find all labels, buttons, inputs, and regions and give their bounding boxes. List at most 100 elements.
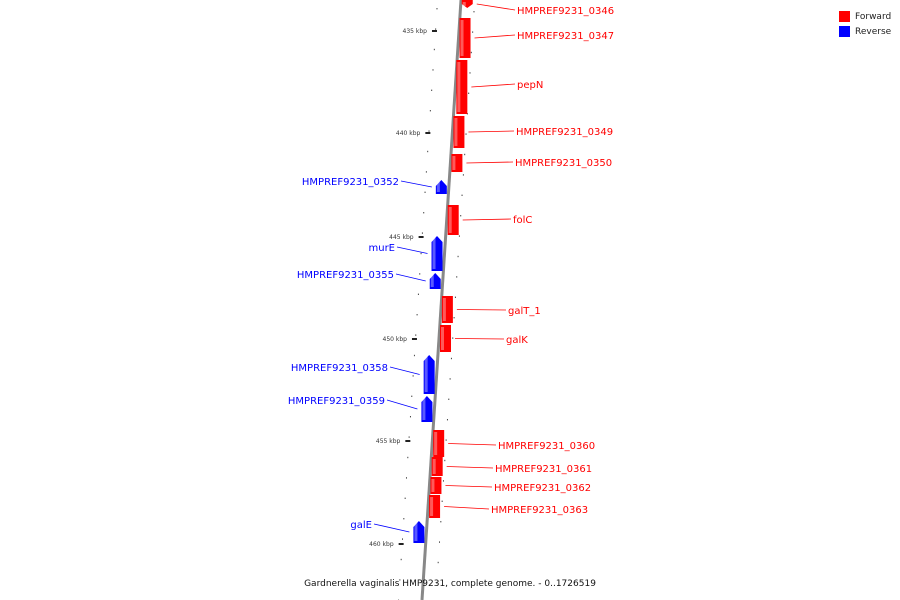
minor-tick: [445, 439, 447, 441]
gene-hmpref9231-0355: HMPREF9231_0355: [297, 270, 441, 289]
gene-folc: folC: [447, 205, 532, 235]
gene-label: HMPREF9231_0359: [288, 396, 385, 407]
minor-tick: [448, 398, 450, 400]
gene-highlight: [442, 298, 446, 321]
leader-line: [445, 485, 493, 488]
gene-highlight: [432, 459, 436, 474]
minor-tick: [415, 334, 417, 336]
genome-caption: Gardnerella vaginalis HMP9231, complete …: [304, 579, 596, 589]
minor-tick: [407, 456, 409, 459]
minor-tick: [402, 538, 404, 540]
gene-highlight: [424, 357, 428, 392]
gene-highlight: [462, 2, 466, 6]
minor-tick: [453, 317, 455, 319]
scale-tick: [425, 132, 431, 134]
minor-tick: [464, 153, 466, 156]
gene-galk: galK: [439, 325, 528, 352]
gene-highlight: [454, 118, 458, 146]
gene-block: [413, 521, 425, 543]
gene-highlight: [414, 523, 418, 541]
leader-line: [454, 338, 505, 340]
minor-tick: [469, 72, 471, 74]
minor-tick: [441, 500, 443, 502]
legend-swatch-reverse: [839, 26, 850, 37]
minor-tick: [461, 194, 463, 196]
gene-hmpref9231-0350: HMPREF9231_0350: [451, 154, 612, 172]
minor-tick: [466, 113, 468, 115]
gene-label: HMPREF9231_0363: [491, 505, 588, 516]
minor-tick: [454, 296, 456, 298]
minor-tick: [470, 51, 472, 54]
leader-line: [466, 161, 514, 164]
minor-tick: [442, 480, 444, 482]
gene-mure: murE: [368, 236, 443, 271]
leader-line: [386, 399, 418, 410]
minor-tick: [458, 235, 460, 237]
minor-tick: [468, 92, 470, 94]
minor-tick: [413, 354, 415, 357]
gene-label: HMPREF9231_0361: [495, 464, 592, 475]
gene-block: [429, 495, 441, 518]
gene-label: galK: [506, 335, 528, 346]
gene-label: HMPREF9231_0350: [515, 158, 612, 169]
scale-tick: [398, 543, 404, 545]
minor-tick: [405, 477, 407, 479]
tick-marks: [398, 8, 475, 600]
minor-tick: [429, 110, 431, 112]
leader-line: [474, 34, 516, 39]
gene-label: HMPREF9231_0352: [302, 177, 399, 188]
gene-label: HMPREF9231_0358: [291, 363, 388, 374]
minor-tick: [412, 375, 414, 377]
minor-tick: [400, 558, 402, 561]
gene-gale: galE: [350, 520, 425, 543]
minor-tick: [416, 314, 418, 316]
minor-tick: [424, 191, 426, 193]
scale-tick: [431, 30, 437, 32]
gene-block: [429, 273, 441, 289]
minor-tick: [449, 378, 451, 380]
scale-tick: [411, 338, 417, 340]
scale-label: 450 kbp: [383, 336, 408, 343]
gene-hmpref9231-0362: HMPREF9231_0362: [430, 477, 591, 494]
gene-block: [447, 205, 459, 235]
scale-tick: [405, 440, 411, 442]
gene-label: HMPREF9231_0347: [517, 31, 614, 42]
gene-label: pepN: [517, 80, 543, 91]
gene-block: [459, 18, 471, 58]
minor-tick: [437, 561, 439, 564]
gene-features: HMPREF9231_0346 HMPREF9231_0347 pepN HMPREF…: [288, 0, 614, 543]
gene-block: [461, 0, 473, 8]
leader-line: [389, 366, 420, 375]
gene-label: HMPREF9231_0355: [297, 270, 394, 281]
minor-tick: [436, 8, 438, 10]
minor-tick: [462, 174, 464, 176]
legend-swatch-forward: [839, 11, 850, 22]
gene-label: galE: [350, 520, 372, 531]
minor-tick: [417, 293, 419, 295]
leader-line: [395, 273, 426, 282]
leader-line: [448, 443, 497, 446]
minor-tick: [456, 276, 458, 278]
minor-tick: [440, 521, 442, 523]
gene-label: HMPREF9231_0362: [494, 483, 591, 494]
gene-label: HMPREF9231_0360: [498, 441, 595, 452]
minor-tick: [419, 273, 421, 275]
gene-highlight: [440, 327, 444, 350]
leader-line: [444, 506, 490, 510]
minor-tick: [446, 419, 448, 421]
minor-tick: [409, 416, 411, 418]
minor-tick: [423, 212, 425, 214]
leader-line: [468, 130, 515, 133]
minor-tick: [425, 171, 427, 173]
gene-block: [435, 180, 447, 194]
minor-tick: [435, 28, 437, 30]
minor-tick: [472, 31, 474, 33]
gene-hmpref9231-0361: HMPREF9231_0361: [431, 457, 592, 476]
minor-tick: [399, 579, 401, 581]
gene-label: murE: [368, 243, 395, 254]
gene-hmpref9231-0358: HMPREF9231_0358: [291, 355, 435, 394]
gene-block: [453, 116, 465, 148]
gene-highlight: [434, 432, 438, 455]
gene-label: HMPREF9231_0349: [516, 127, 613, 138]
minor-tick: [473, 11, 475, 13]
